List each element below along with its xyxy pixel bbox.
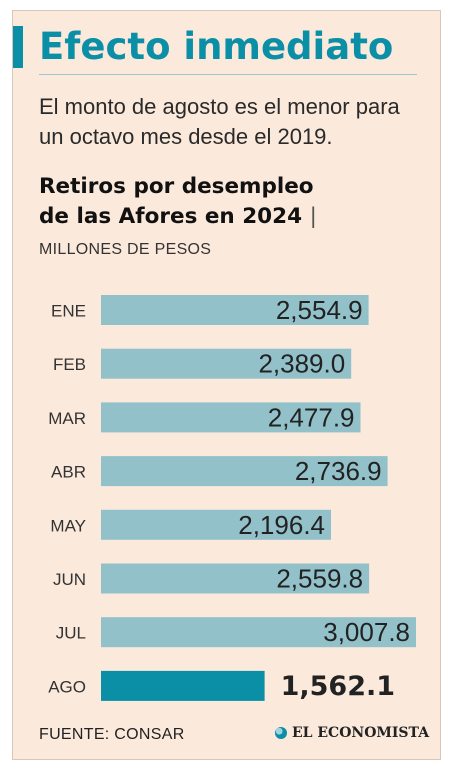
- category-label-mar: MAR: [48, 409, 86, 428]
- bar-may: [101, 509, 331, 540]
- value-label-feb: 2,389.0: [258, 349, 345, 379]
- source-note: FUENTE: CONSAR: [39, 726, 185, 743]
- bar-mar: [101, 402, 361, 433]
- category-label-abr: ABR: [51, 463, 86, 482]
- category-label-may: MAY: [50, 516, 86, 535]
- headline: Efecto inmediato: [39, 25, 394, 68]
- category-label-ago: AGO: [48, 677, 86, 696]
- headline-divider: [39, 74, 417, 75]
- category-label-jun: JUN: [53, 570, 86, 589]
- chart-title-line-2: de las Afores en 2024 |: [39, 202, 429, 232]
- category-label-jul: JUL: [56, 624, 86, 643]
- bar-feb: [101, 348, 352, 379]
- value-label-abr: 2,736.9: [295, 456, 382, 486]
- chart-title-line-1: Retiros por desempleo: [39, 174, 314, 199]
- value-label-jul: 3,007.8: [323, 617, 410, 647]
- chart-title-separator: |: [309, 204, 317, 229]
- subheadline: El monto de agosto es el menor para un o…: [39, 94, 400, 149]
- category-label-feb: FEB: [53, 355, 86, 374]
- chart-title-line-2-text: de las Afores en 2024: [39, 204, 303, 229]
- value-label-ago: 1,562.1: [281, 671, 395, 702]
- bar-ene: [101, 295, 369, 325]
- bar-ago: [101, 670, 265, 701]
- category-label-ene: ENE: [51, 302, 86, 321]
- chart-title: Retiros por desempleo de las Afores en 2…: [39, 172, 429, 232]
- value-label-mar: 2,477.9: [268, 402, 355, 432]
- brand-globe-icon: [275, 727, 287, 739]
- bar-chart: ENE 2,554.9 FEB 2,389.0 MAR 2,477.9 ABR 2,736.9…: [48, 295, 416, 702]
- value-label-jun: 2,559.8: [276, 564, 363, 594]
- value-label-may: 2,196.4: [238, 510, 325, 540]
- chart-units: MILLONES DE PESOS: [39, 241, 212, 258]
- brand-name: EL ECONOMISTA: [292, 725, 430, 741]
- title-accent-bar: [13, 26, 23, 68]
- value-label-ene: 2,554.9: [276, 295, 363, 325]
- bar-jul: [101, 617, 416, 648]
- infographic-card: Efecto inmediato El monto de agosto es e…: [12, 10, 441, 760]
- bar-abr: [101, 456, 388, 487]
- brand-logo: EL ECONOMISTA: [275, 725, 429, 741]
- bar-jun: [101, 563, 370, 594]
